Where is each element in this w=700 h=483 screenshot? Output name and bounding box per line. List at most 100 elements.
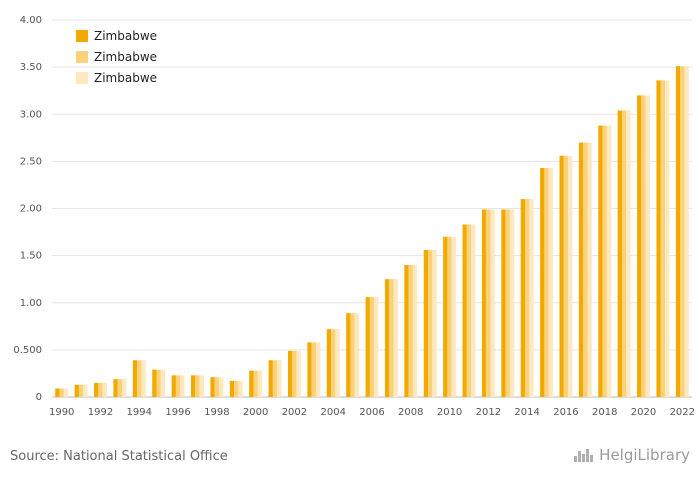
bar — [156, 369, 161, 397]
helgi-library-logo: HelgiLibrary — [573, 446, 690, 464]
bar — [234, 380, 239, 397]
x-tick-label: 1998 — [204, 407, 229, 418]
bar — [175, 375, 181, 397]
bar — [350, 313, 355, 397]
x-tick-label: 2012 — [476, 407, 501, 418]
y-tick-label: 2.50 — [20, 156, 42, 167]
x-tick-label: 2006 — [359, 407, 384, 418]
bar — [199, 375, 204, 397]
bar — [486, 209, 491, 397]
bar — [195, 375, 200, 397]
x-tick-label: 1994 — [127, 407, 152, 418]
bar — [287, 350, 293, 397]
legend-swatch — [76, 72, 88, 84]
bar — [675, 66, 681, 398]
bar — [412, 265, 418, 397]
bar — [55, 388, 60, 397]
y-tick-label: 1.50 — [20, 251, 42, 262]
bar — [292, 350, 297, 397]
legend-swatch — [76, 51, 88, 63]
bar — [432, 249, 437, 397]
bar — [218, 377, 224, 397]
legend-label: Zimbabwe — [94, 50, 157, 64]
bars — [55, 66, 689, 398]
bar — [122, 379, 127, 397]
bar — [98, 382, 103, 397]
bar — [548, 167, 553, 397]
x-tick-label: 2010 — [437, 407, 462, 418]
legend-swatch — [76, 30, 88, 42]
bar — [563, 155, 569, 397]
bar — [481, 209, 487, 397]
legend-label: Zimbabwe — [94, 29, 157, 43]
bar — [501, 209, 506, 397]
bar — [462, 224, 467, 397]
bar — [346, 313, 351, 397]
bar — [621, 110, 627, 397]
bar — [466, 224, 472, 397]
bar — [59, 388, 64, 397]
x-tick-label: 2022 — [670, 407, 695, 418]
bar — [540, 167, 545, 397]
bar — [637, 95, 642, 398]
bar — [447, 236, 452, 397]
bar — [423, 249, 429, 397]
bar — [272, 360, 278, 397]
bar — [384, 279, 390, 397]
bar — [443, 236, 448, 397]
y-axis-tick-labels: 0 0.500 1.00 1.50 2.00 2.50 3.00 3.50 4.00 — [13, 15, 42, 403]
bar — [180, 375, 185, 397]
bar — [113, 379, 118, 397]
bar — [529, 199, 534, 397]
bar — [331, 329, 336, 397]
bar — [277, 360, 282, 397]
bar — [94, 382, 99, 397]
bar — [311, 342, 316, 397]
x-axis-tick-labels: 1990 1992 1994 1996 1998 2000 2002 2004 2006 2008… — [49, 407, 695, 418]
bar — [568, 155, 573, 397]
bar — [117, 379, 123, 397]
bar — [354, 313, 360, 397]
bar — [665, 80, 670, 397]
bar — [428, 249, 433, 397]
bar — [626, 110, 631, 397]
x-tick-label: 2014 — [514, 407, 539, 418]
bar — [63, 388, 69, 397]
bar — [210, 377, 215, 397]
bar — [83, 384, 88, 397]
bar — [191, 375, 196, 397]
bar — [393, 279, 398, 397]
bar — [257, 370, 263, 397]
bar — [656, 80, 661, 397]
y-tick-label: 3.50 — [20, 62, 42, 73]
bar — [684, 66, 689, 398]
bar — [102, 382, 107, 397]
bar — [249, 370, 254, 397]
bar — [587, 142, 592, 397]
source-note: Source: National Statistical Office — [10, 449, 228, 464]
bar — [490, 209, 495, 397]
bar — [578, 142, 584, 397]
bar — [408, 265, 413, 397]
bar — [78, 384, 84, 397]
brand-name: HelgiLibrary — [599, 446, 690, 464]
bar — [645, 95, 650, 398]
bar — [326, 329, 332, 397]
y-tick-label: 3.00 — [20, 109, 42, 120]
bar — [389, 279, 394, 397]
bar — [253, 370, 258, 397]
bar — [307, 342, 312, 397]
bar — [544, 167, 549, 397]
bar — [137, 360, 142, 397]
legend: Zimbabwe Zimbabwe Zimbabwe — [76, 29, 157, 85]
city-skyline-icon — [574, 449, 594, 462]
y-tick-label: 4.00 — [20, 15, 42, 26]
bar — [471, 224, 476, 397]
y-tick-label: 2.00 — [20, 204, 42, 215]
bar — [238, 380, 243, 397]
bar — [365, 297, 370, 397]
bar — [559, 155, 564, 397]
x-tick-label: 2002 — [282, 407, 307, 418]
bar — [583, 142, 588, 397]
